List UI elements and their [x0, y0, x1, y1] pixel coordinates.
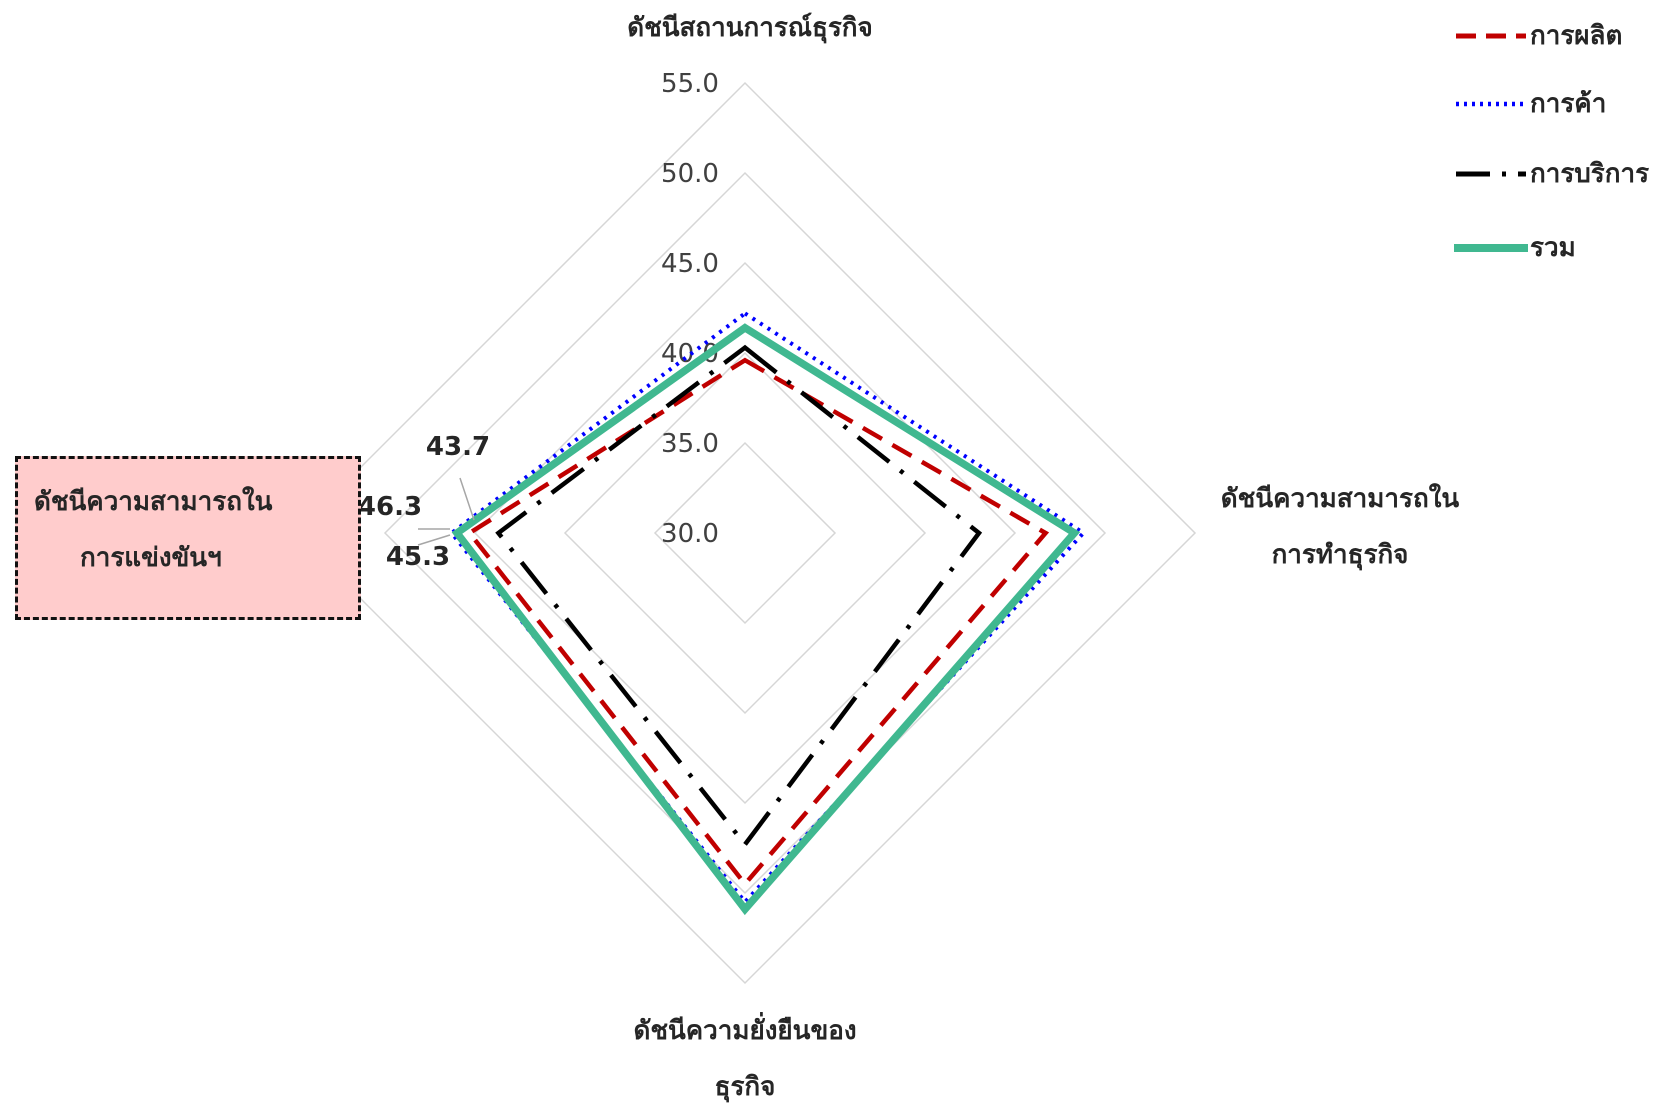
- callout-line-2: การแข่งขันฯ: [80, 543, 222, 573]
- legend-swatch-total: [1454, 244, 1528, 252]
- radial-tick-label: 55.0: [661, 69, 719, 99]
- axis-label-business-situation: ดัชนีสถานการณ์ธุรกิจ: [627, 13, 873, 43]
- callout-line-1: ดัชนีความสามารถใน: [34, 487, 273, 517]
- legend-swatch-services: [1456, 171, 1526, 177]
- series-line-0: [466, 357, 1050, 888]
- radial-tick-label: 30.0: [661, 519, 719, 549]
- grid-ring: [653, 441, 837, 625]
- legend-swatch-trade: [1456, 101, 1526, 107]
- data-label-leader: [417, 534, 451, 546]
- series-line-2: [495, 344, 983, 849]
- data-label: 46.3: [358, 492, 422, 522]
- grid-ring: [563, 351, 927, 715]
- legend-item-services: การบริการ: [1452, 154, 1663, 194]
- legend-item-total: รวม: [1452, 228, 1663, 268]
- grid-ring: [293, 81, 1197, 985]
- radar-grid: [293, 81, 1197, 985]
- radar-series: [448, 310, 1087, 916]
- grid-ring: [383, 171, 1107, 895]
- data-label: 43.7: [426, 432, 490, 462]
- legend-label-production: การผลิต: [1530, 21, 1623, 51]
- radial-tick-label: 50.0: [661, 159, 719, 189]
- legend-item-trade: การค้า: [1452, 84, 1663, 124]
- legend-label-total: รวม: [1530, 233, 1576, 263]
- legend-label-services: การบริการ: [1530, 159, 1650, 189]
- legend-swatch-production: [1456, 33, 1526, 39]
- series-line-3: [451, 323, 1081, 916]
- radial-tick-label: 45.0: [661, 249, 719, 279]
- data-label: 45.3: [386, 542, 450, 572]
- axis-label-business-capability: ดัชนีความสามารถใน การทำธุรกิจ: [1220, 484, 1460, 570]
- axis-label-competitiveness-callout: ดัชนีความสามารถใน การแข่งขันฯ: [15, 456, 361, 620]
- axis-label-business-sustainability: ดัชนีความยั่งยืนของ ธุรกิจ: [633, 1016, 857, 1102]
- legend-label-trade: การค้า: [1530, 89, 1607, 119]
- grid-ring: [473, 261, 1017, 805]
- data-label-leader: [459, 477, 475, 521]
- radial-tick-label: 35.0: [661, 429, 719, 459]
- data-labels: 43.746.3 45.3: [358, 432, 490, 572]
- data-label-leaders: [417, 477, 475, 546]
- legend-item-production: การผลิต: [1452, 16, 1663, 56]
